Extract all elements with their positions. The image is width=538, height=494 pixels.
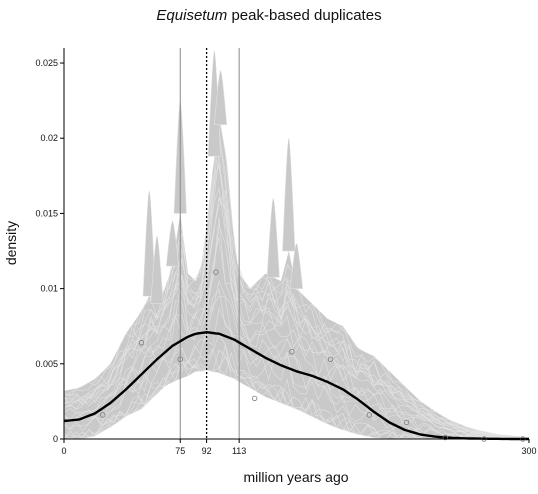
x-tick-label: 75: [175, 446, 185, 456]
histogram-point: [366, 412, 373, 418]
bootstrap-spike: [142, 190, 156, 297]
bootstrap-spike: [289, 243, 304, 289]
fitted-curve-layer: [63, 331, 529, 441]
x-tick-label: 92: [202, 446, 212, 456]
histogram-point: [289, 349, 295, 355]
bootstrap-spike: [165, 220, 180, 267]
histogram-point: [138, 340, 145, 346]
bootstrap-replicate-line: [63, 115, 530, 438]
histogram-point: [403, 419, 410, 426]
histogram-point: [213, 269, 219, 275]
chart-title-italic: Equisetum: [156, 7, 227, 24]
y-tick-label: 0: [53, 434, 58, 444]
histogram-point: [327, 356, 334, 362]
chart-title-rest: peak-based duplicates: [227, 7, 381, 24]
bootstrap-spike: [150, 235, 164, 304]
bootstrap-replicate-line: [63, 225, 530, 439]
vertical-marker-lines: [179, 48, 240, 439]
y-axis-label: density: [3, 221, 19, 265]
histogram-points: [100, 269, 526, 442]
bootstrap-spike: [214, 70, 228, 125]
bootstrap-spike: [266, 198, 280, 278]
bootstrap-replicate-line: [63, 288, 530, 439]
fitted-density-curve: [63, 331, 529, 441]
x-tick-label: 113: [232, 446, 246, 456]
x-axis-label: million years ago: [243, 469, 348, 485]
y-tick-label: 0.02: [40, 133, 58, 143]
bootstrap-replicate-line: [63, 279, 530, 439]
bootstrap-replicate-line: [63, 162, 530, 438]
bootstrap-replicate-line: [63, 196, 530, 439]
bootstrap-spike: [282, 137, 296, 252]
x-tick-label: 0: [61, 446, 66, 456]
y-tick-label: 0.025: [35, 58, 58, 68]
bootstrap-spikes: [142, 50, 304, 304]
chart-title: Equisetum peak-based duplicates: [156, 7, 381, 24]
x-tick-label: 300: [521, 446, 536, 456]
histogram-point: [100, 412, 106, 418]
axes: 0 0.005 0.01 0.015 0.02 0.025 0 75 92 113 300: [35, 48, 537, 456]
y-tick-label: 0.01: [40, 284, 58, 294]
y-tick-label: 0.015: [35, 208, 58, 218]
y-tick-label: 0.005: [35, 359, 58, 369]
histogram-point: [251, 395, 258, 402]
bootstrap-replicate-line: [63, 165, 530, 439]
histogram-point: [442, 434, 448, 441]
svg-text:Equisetum peak-based duplicate: Equisetum peak-based duplicates: [156, 7, 381, 24]
histogram-point: [177, 356, 183, 362]
bootstrap-replicate-line: [63, 197, 530, 439]
